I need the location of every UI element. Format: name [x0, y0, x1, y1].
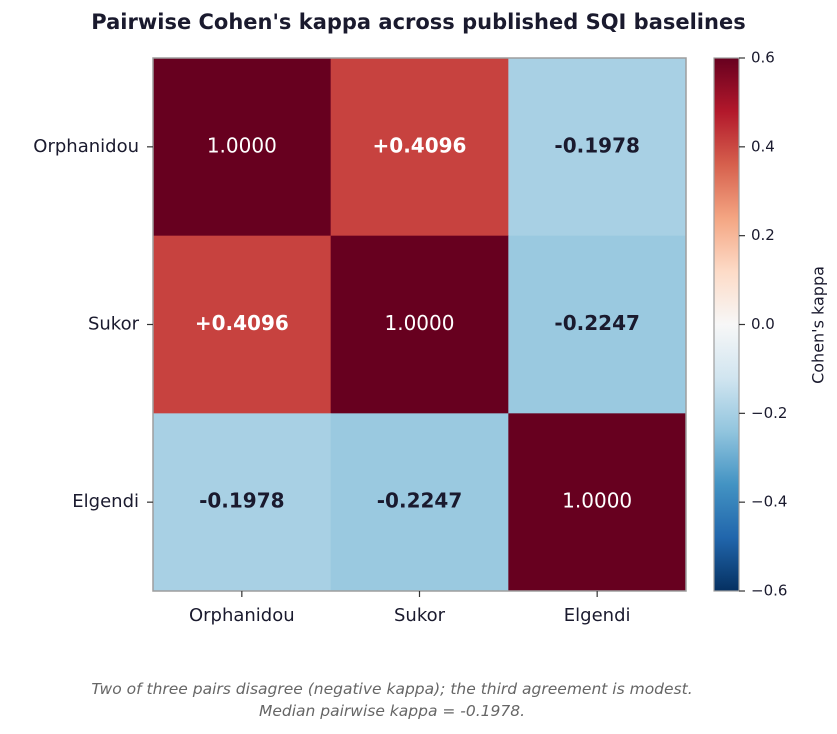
heatmap-chart: 1.0000 +0.4096 -0.1978 +0.4096 1.0000 -0.2247… — [33, 49, 828, 627]
cell-value-label: +0.4096 — [373, 133, 467, 157]
chart-title: Pairwise Cohen's kappa across published … — [91, 10, 746, 34]
x-tick-label: Orphanidou — [189, 605, 295, 626]
cell-value-label: -0.2247 — [377, 489, 462, 513]
caption-line-1: Two of three pairs disagree (negative ka… — [91, 680, 693, 698]
heatmap-cell — [330, 58, 509, 237]
y-tick-labels: Orphanidou Sukor Elgendi — [33, 136, 153, 512]
cell-value-label: -0.1978 — [554, 133, 639, 157]
heatmap-cell — [330, 413, 509, 592]
colorbar-tick-label: 0.0 — [751, 315, 775, 333]
colorbar-label: Cohen's kappa — [809, 266, 828, 384]
colorbar — [713, 57, 740, 592]
colorbar-tick-label: −0.6 — [751, 582, 787, 600]
y-tick-label: Sukor — [88, 314, 140, 335]
heatmap-cell — [153, 413, 332, 592]
heatmap-cell — [508, 58, 687, 237]
x-tick-labels: Orphanidou Sukor Elgendi — [189, 591, 631, 626]
y-tick-label: Orphanidou — [33, 136, 139, 157]
x-tick-label: Sukor — [394, 605, 446, 626]
colorbar-tick-label: −0.2 — [751, 404, 787, 422]
y-tick-label: Elgendi — [72, 491, 139, 512]
heatmap-cell — [330, 235, 509, 414]
heatmap-cell — [508, 413, 687, 592]
caption-line-2: Median pairwise kappa = -0.1978. — [258, 702, 526, 720]
cell-value-label: -0.2247 — [554, 311, 639, 335]
cell-value-label: +0.4096 — [195, 311, 289, 335]
colorbar-tick-label: −0.4 — [751, 493, 787, 511]
colorbar-tick-label: 0.4 — [751, 137, 775, 155]
colorbar-ticks: 0.6 0.4 0.2 0.0 −0.2 −0.4 −0.6 — [739, 49, 787, 600]
colorbar-tick-label: 0.6 — [751, 49, 775, 67]
heatmap-cells: 1.0000 +0.4096 -0.1978 +0.4096 1.0000 -0.2247… — [153, 58, 687, 592]
heatmap-cell — [153, 58, 332, 237]
x-tick-label: Elgendi — [564, 605, 631, 626]
cell-value-label: 1.0000 — [562, 489, 632, 513]
heatmap-cell — [153, 235, 332, 414]
cell-value-label: 1.0000 — [207, 133, 277, 157]
cell-value-label: 1.0000 — [385, 311, 455, 335]
colorbar-tick-label: 0.2 — [751, 226, 775, 244]
heatmap-cell — [508, 235, 687, 414]
cell-value-label: -0.1978 — [199, 489, 284, 513]
